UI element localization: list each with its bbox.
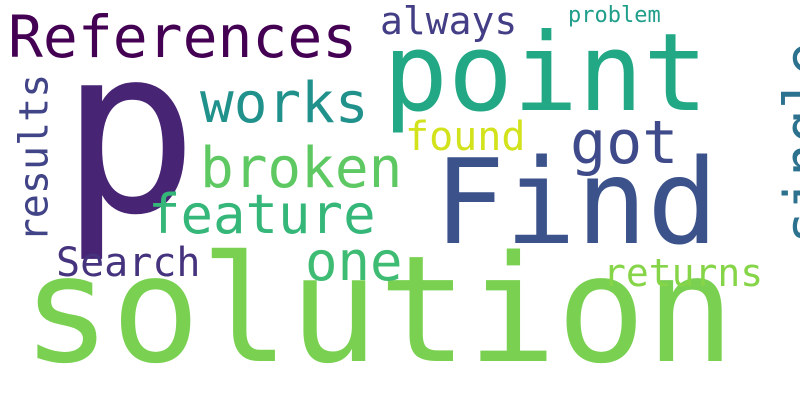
word-always: always [380, 0, 518, 43]
word-works: works [200, 71, 369, 136]
word-search: Search [56, 240, 201, 286]
word-broken: broken [200, 136, 403, 201]
word-feature: feature [148, 183, 376, 246]
word-returns: returns [603, 251, 764, 295]
word-one: one [305, 230, 403, 293]
word-problem: problem [568, 3, 661, 28]
word-references: References [8, 3, 358, 71]
word-results: results [11, 73, 58, 243]
word-p: p [60, 0, 199, 266]
word-got: got [570, 108, 679, 178]
word-found: found [405, 114, 526, 160]
word-solution: solution [22, 224, 735, 396]
word-single: single [773, 41, 800, 245]
word-point: point [383, 11, 709, 136]
word-find: Find [434, 133, 719, 271]
